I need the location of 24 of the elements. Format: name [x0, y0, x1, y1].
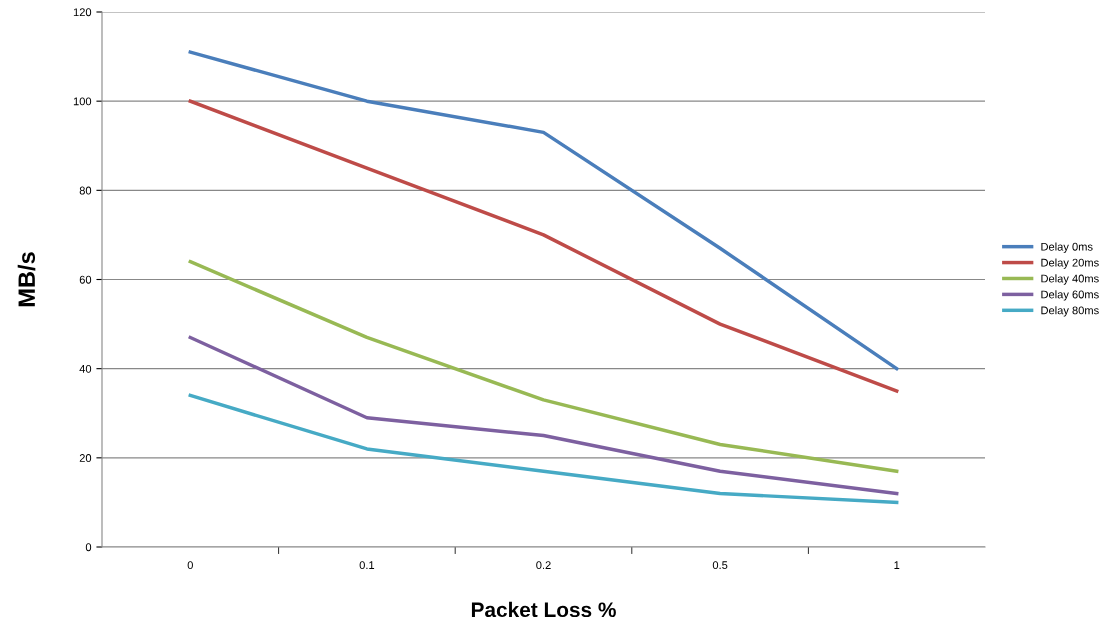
x-tick-label: 0 [187, 561, 193, 570]
legend-label: Delay 80ms [1041, 306, 1099, 317]
x-tick-label: 0.5 [712, 561, 728, 570]
y-tick-label: 60 [79, 275, 92, 284]
y-tick-label: 40 [79, 364, 92, 373]
y-tick-label: 0 [85, 543, 92, 552]
legend-label: Delay 0ms [1041, 242, 1093, 253]
line-series [188, 99, 899, 393]
line-series [188, 50, 899, 371]
legend-label: Delay 60ms [1041, 290, 1099, 301]
x-tick-label: 0.2 [536, 561, 551, 570]
y-tick-label: 80 [79, 186, 92, 195]
line-series [188, 259, 899, 473]
x-axis-title: Packet Loss % [471, 601, 616, 618]
line-series [188, 393, 899, 505]
y-axis-title: MB/s [17, 252, 36, 307]
line-series [188, 335, 899, 496]
legend-label: Delay 20ms [1041, 258, 1099, 269]
y-tick-label: 20 [79, 454, 92, 462]
y-tick-label: 120 [73, 8, 92, 17]
x-tick-label: 0.1 [359, 561, 375, 570]
x-tick-label: 1 [894, 561, 900, 569]
y-tick-label: 100 [73, 97, 92, 106]
legend-label: Delay 40ms [1041, 274, 1099, 285]
